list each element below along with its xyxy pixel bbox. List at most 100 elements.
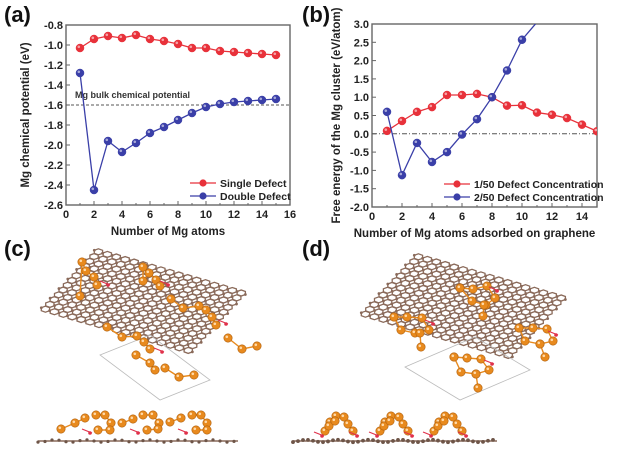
carbon-atom [426,300,430,304]
y-tick-label: 2.0 [354,56,369,68]
carbon-atom [413,302,417,306]
mg-atom-highlight [473,371,477,375]
mg-atom [128,414,138,424]
carbon-atom [453,320,457,323]
data-point-highlight [147,130,151,134]
mg-atom-highlight [196,303,200,307]
carbon-atom [217,297,221,301]
legend-marker [199,192,207,200]
carbon-atom [479,291,483,295]
mg-atom [398,419,408,429]
mg-atom-highlight [322,428,326,432]
data-point-highlight [474,116,478,120]
carbon-atom [456,267,460,270]
legend-marker [453,180,461,188]
carbon-atom [115,285,119,289]
carbon-atom [84,282,88,286]
data-point-highlight [203,104,207,108]
carbon-atom [368,314,371,318]
mg-atom-highlight [404,314,408,318]
carbon-atom [417,322,421,326]
carbon-atom [127,440,131,444]
defect-atom [431,322,435,326]
mg-cluster-c5 [131,350,160,375]
mg-atom-highlight [140,412,144,416]
mg-atom [520,336,530,346]
data-point-highlight [147,36,151,40]
mg-atom [117,418,127,428]
mg-atom [385,416,395,426]
data-point-highlight [133,140,137,144]
carbon-atom [475,320,478,324]
data-point-highlight [189,110,193,114]
carbon-atom [57,287,61,290]
carbon-atom [371,438,375,443]
mg-atom [165,417,175,427]
carbon-atom [532,319,536,323]
carbon-atom [97,256,101,260]
carbon-atom [160,310,163,314]
carbon-atom [408,307,412,311]
carbon-atom [137,286,140,290]
mg-atom [81,266,91,276]
mg-atom-highlight [426,327,430,331]
carbon-atom [101,300,105,304]
mg-atom-highlight [377,428,381,432]
carbon-atom [368,301,372,305]
mg-atom-highlight [168,296,172,300]
carbon-atom [190,277,194,281]
mg-atom-highlight [213,322,217,326]
x-tick-label: 0 [63,209,69,221]
carbon-atom [137,322,141,326]
mg-side-c6 [187,410,212,435]
carbon-atom [92,310,96,313]
carbon-atom [394,309,398,313]
carbon-atom [97,304,101,308]
carbon-atom [396,438,400,442]
data-point-highlight [119,149,123,153]
mg-atom-highlight [204,420,208,424]
carbon-atom [142,329,146,333]
carbon-atom [462,310,466,314]
y-tick-label: -1.8 [44,120,63,132]
carbon-atom [435,290,439,294]
carbon-atom [457,303,461,307]
carbon-atom [83,319,87,323]
carbon-atom [119,329,123,333]
mg-atom-highlight [157,283,161,287]
mg-atom [343,419,353,429]
x-tick-label: 12 [228,209,240,221]
carbon-atom [385,295,389,298]
carbon-atom [226,287,229,291]
carbon-atom [443,293,447,297]
carbon-atom [506,299,509,303]
carbon-atom [361,438,365,443]
carbon-atom [502,328,506,332]
reference-line-label: Mg bulk chemical potential [75,90,190,100]
carbon-atom [132,303,136,307]
carbon-atom [386,306,390,310]
carbon-atom [448,325,452,329]
mg-atom-highlight [95,427,99,431]
data-point-highlight [217,101,221,105]
carbon-atom [141,318,145,321]
carbon-atom [204,324,207,327]
carbon-atom [399,317,403,321]
carbon-atom [159,274,163,278]
mg-atom [462,353,472,363]
carbon-atom [79,312,83,316]
data-point-highlight [489,94,493,98]
carbon-atom [124,300,128,304]
carbon-atom [235,290,239,293]
carbon-atom [190,301,194,305]
mg-atom-highlight [470,286,474,290]
carbon-atom [191,337,195,341]
carbon-atom [479,328,483,332]
carbon-atom [195,333,199,337]
legend-label: 2/50 Defect Concentration [474,192,604,204]
x-tick-label: 14 [576,211,589,223]
carbon-atom [173,345,176,349]
carbon-atom [164,342,168,346]
mg-atom-highlight [516,325,520,329]
mg-cluster-d1-tail [478,300,489,321]
